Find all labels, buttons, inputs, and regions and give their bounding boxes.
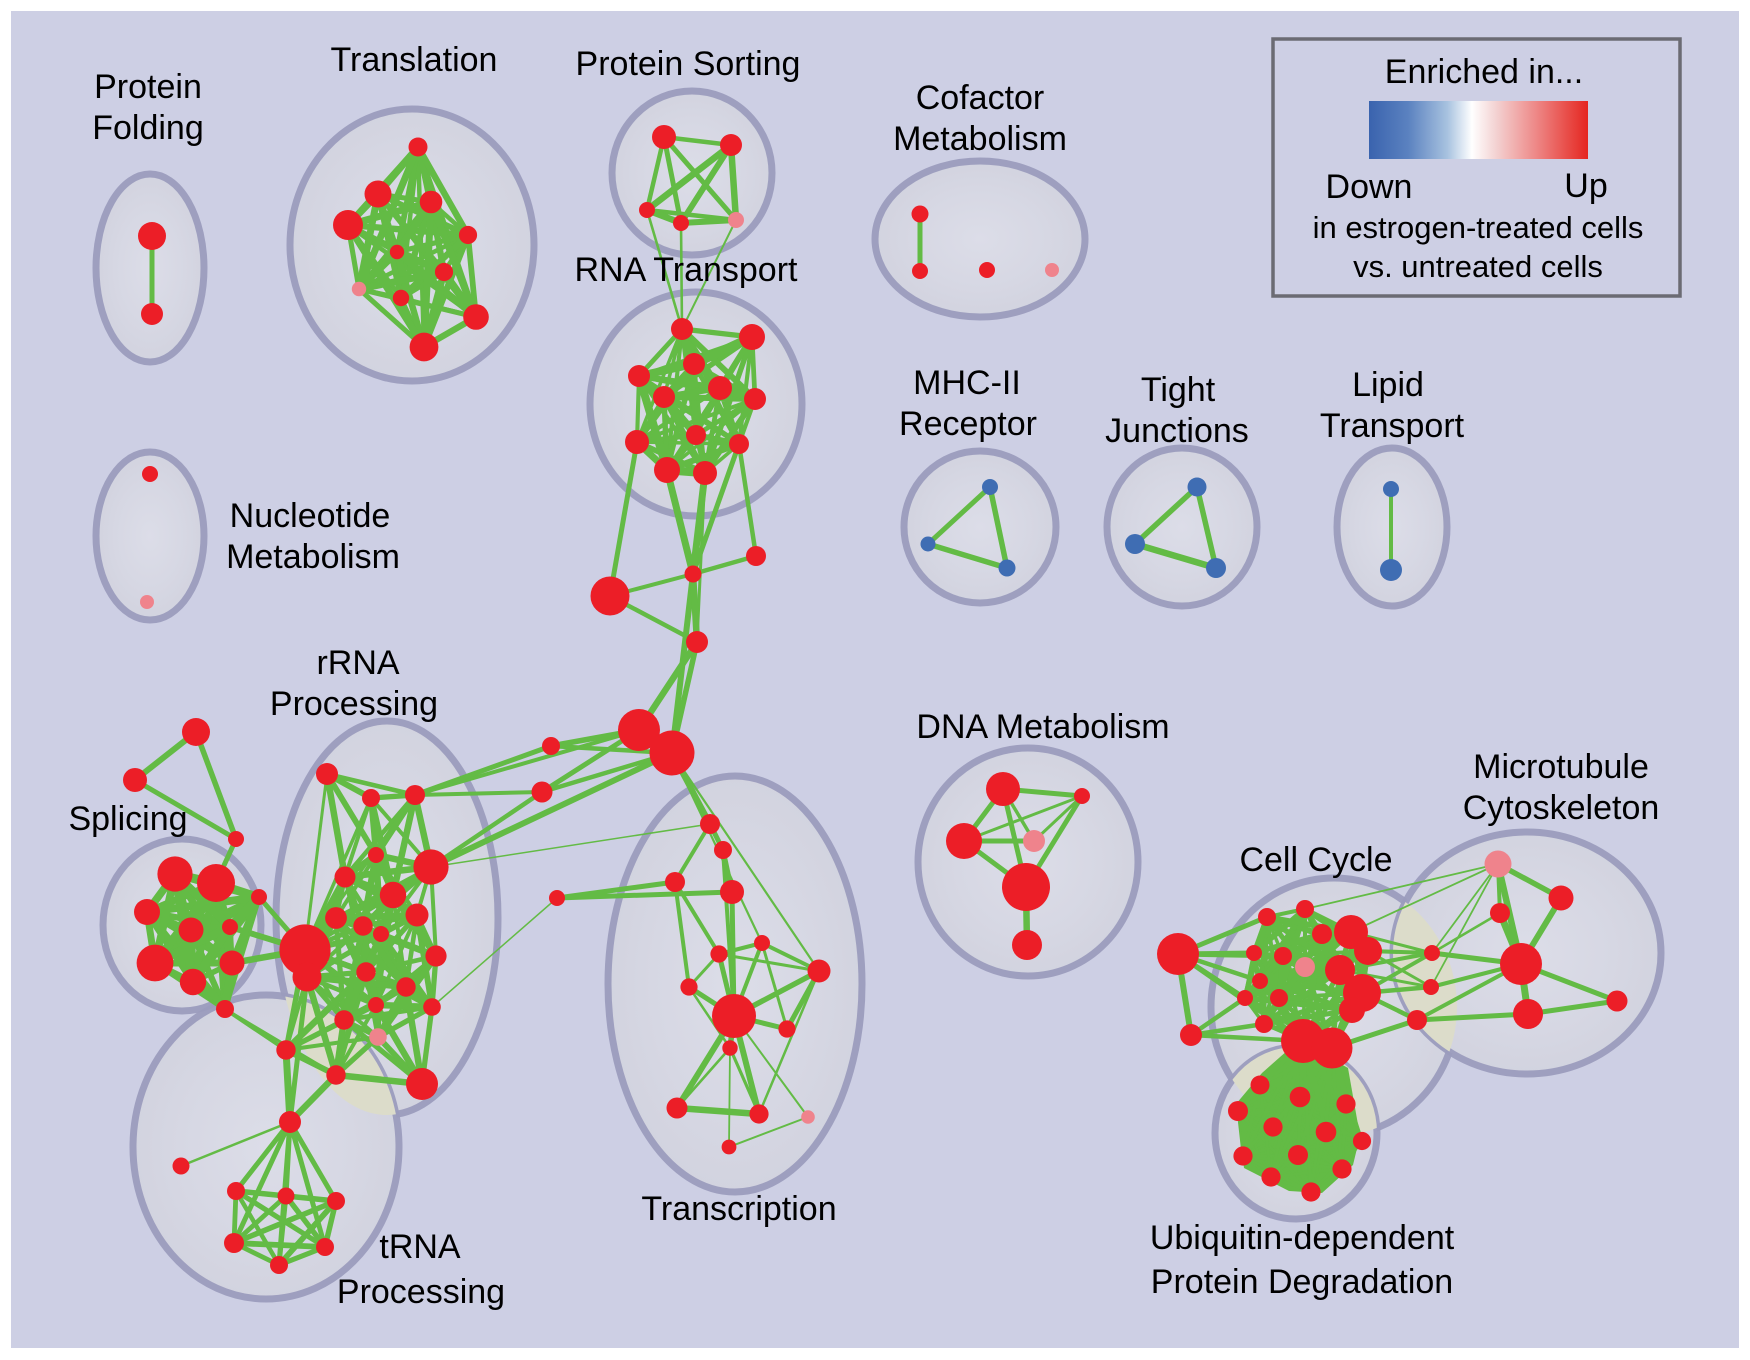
svg-text:Tight: Tight xyxy=(1141,371,1216,409)
svg-text:Down: Down xyxy=(1326,168,1413,206)
svg-text:Ubiquitin-dependent: Ubiquitin-dependent xyxy=(1150,1219,1455,1257)
svg-text:Nucleotide: Nucleotide xyxy=(230,497,391,535)
svg-text:in estrogen-treated cells: in estrogen-treated cells xyxy=(1313,210,1644,245)
svg-text:Metabolism: Metabolism xyxy=(893,120,1067,158)
svg-text:MHC-II: MHC-II xyxy=(913,364,1021,402)
svg-text:Splicing: Splicing xyxy=(68,800,187,838)
svg-text:Microtubule: Microtubule xyxy=(1473,748,1649,786)
svg-text:DNA Metabolism: DNA Metabolism xyxy=(916,708,1169,746)
svg-text:Cofactor: Cofactor xyxy=(916,79,1045,117)
svg-text:Enriched in...: Enriched in... xyxy=(1385,53,1583,91)
svg-text:Cell Cycle: Cell Cycle xyxy=(1239,841,1392,879)
svg-text:Receptor: Receptor xyxy=(899,405,1037,443)
svg-text:Translation: Translation xyxy=(331,41,498,79)
svg-text:Processing: Processing xyxy=(270,685,438,723)
svg-text:Transcription: Transcription xyxy=(641,1190,836,1228)
svg-text:vs. untreated cells: vs. untreated cells xyxy=(1353,249,1603,284)
svg-text:tRNA: tRNA xyxy=(379,1228,461,1266)
svg-text:Metabolism: Metabolism xyxy=(226,538,400,576)
svg-text:Up: Up xyxy=(1564,167,1607,205)
svg-text:Processing: Processing xyxy=(337,1273,505,1311)
svg-text:Junctions: Junctions xyxy=(1105,412,1249,450)
svg-text:Protein Degradation: Protein Degradation xyxy=(1151,1263,1453,1301)
svg-text:RNA Transport: RNA Transport xyxy=(575,251,799,289)
svg-text:Lipid: Lipid xyxy=(1352,366,1424,404)
svg-text:Protein Sorting: Protein Sorting xyxy=(576,45,801,83)
svg-text:Cytoskeleton: Cytoskeleton xyxy=(1463,789,1660,827)
svg-text:Protein: Protein xyxy=(94,68,202,106)
svg-text:Folding: Folding xyxy=(92,109,204,147)
svg-text:Transport: Transport xyxy=(1320,407,1465,445)
svg-text:rRNA: rRNA xyxy=(316,644,399,682)
